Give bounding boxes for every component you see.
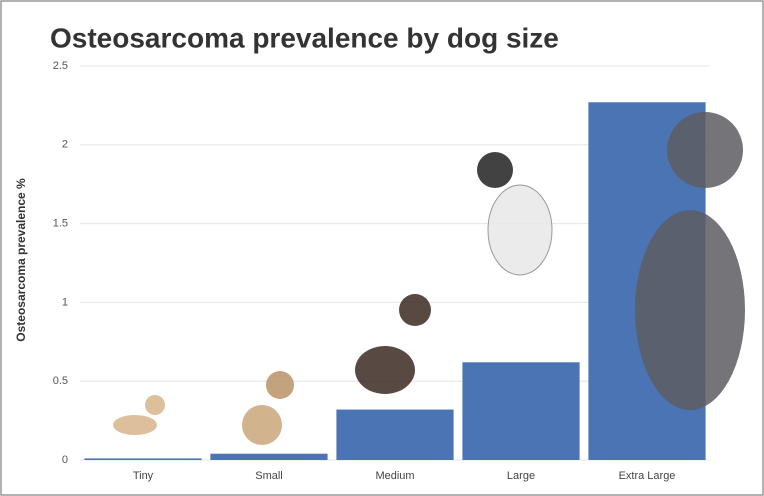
x-tick-label: Small (255, 470, 283, 482)
y-tick-label: 2 (62, 139, 68, 151)
y-tick-label: 2.5 (53, 60, 68, 72)
chart-title: Osteosarcoma prevalence by dog size (50, 22, 559, 53)
x-tick-label: Tiny (133, 470, 154, 482)
bar (210, 453, 328, 460)
bar (84, 458, 202, 460)
y-axis-label: Osteosarcoma prevalence % (14, 178, 28, 342)
y-tick-label: 0.5 (53, 375, 68, 387)
y-tick-label: 1 (62, 296, 68, 308)
x-tick-label: Large (507, 470, 535, 482)
y-tick-label: 1.5 (53, 218, 68, 230)
dog-illustrations (113, 112, 745, 445)
x-tick-label: Extra Large (619, 470, 676, 482)
y-tick-label: 0 (62, 454, 68, 466)
bar (336, 409, 454, 460)
bar (462, 362, 580, 460)
x-tick-label: Medium (375, 470, 414, 482)
